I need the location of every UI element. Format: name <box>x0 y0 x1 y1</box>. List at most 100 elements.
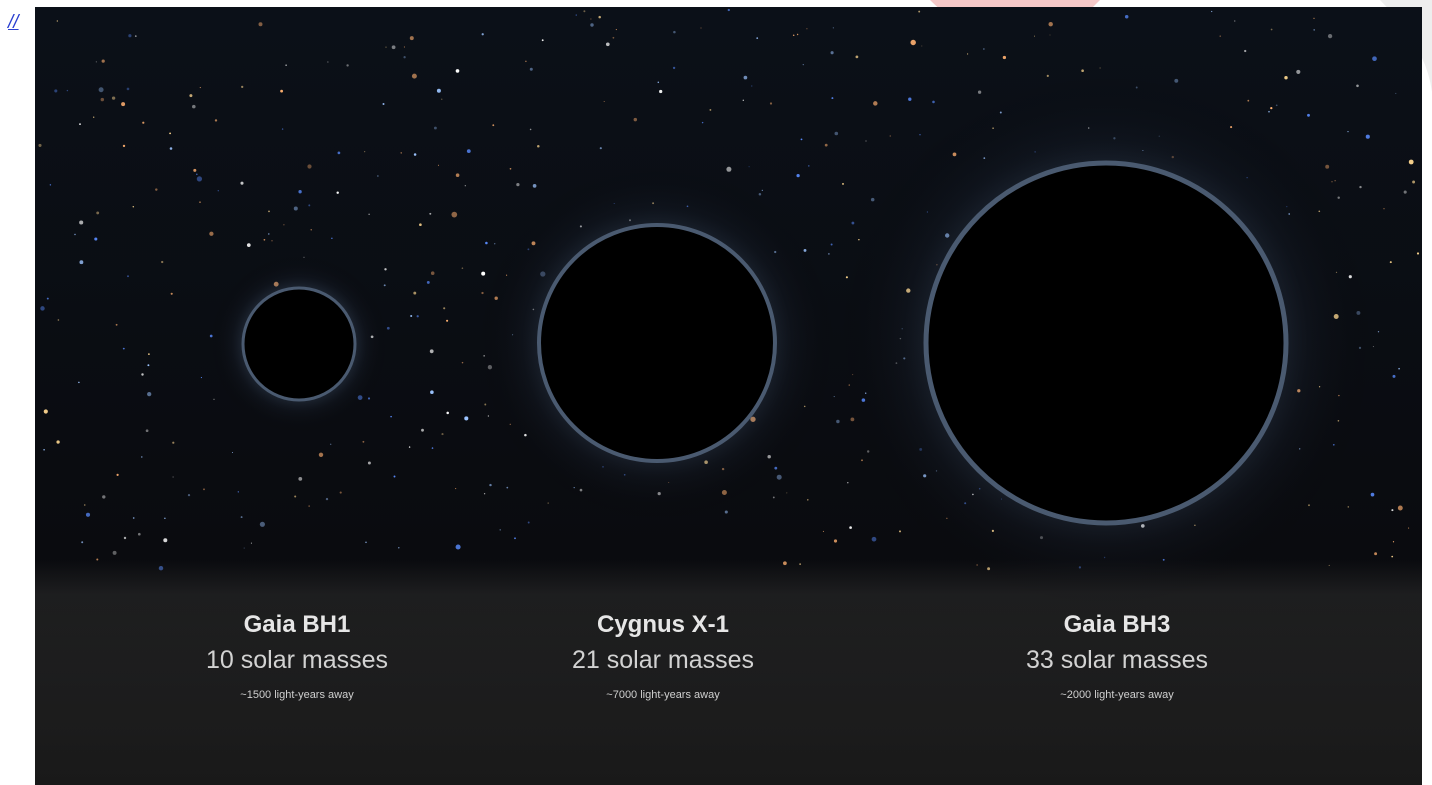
star <box>1356 84 1359 87</box>
black-hole-distance: ~1500 light-years away <box>240 689 354 701</box>
star <box>1047 75 1049 77</box>
star <box>364 151 365 152</box>
star <box>441 433 443 435</box>
star <box>282 128 283 129</box>
star <box>590 18 591 19</box>
star <box>430 390 434 394</box>
star <box>437 89 441 93</box>
star <box>56 440 59 443</box>
black-hole-distance: ~2000 light-years away <box>1060 689 1174 701</box>
star <box>431 271 435 275</box>
star <box>390 416 392 418</box>
star <box>516 183 519 186</box>
star <box>547 502 548 503</box>
star <box>451 212 457 218</box>
star <box>537 145 540 148</box>
star <box>590 23 593 26</box>
star <box>247 243 251 247</box>
star <box>525 61 526 62</box>
star <box>831 97 833 99</box>
black-hole-mass: 10 solar masses <box>206 646 388 674</box>
star <box>338 152 341 155</box>
star <box>1125 15 1128 18</box>
star <box>1276 104 1278 106</box>
star <box>978 91 981 94</box>
star <box>1234 20 1235 21</box>
star <box>1247 100 1249 102</box>
star <box>1393 375 1396 378</box>
star <box>148 353 150 355</box>
star <box>268 233 269 234</box>
star <box>403 56 405 58</box>
page: Black holes {"link": {"text": "//"}, "bl… <box>0 0 1432 785</box>
star <box>446 412 449 415</box>
star <box>762 190 763 191</box>
star <box>583 10 585 12</box>
star <box>430 349 434 353</box>
star <box>197 176 202 181</box>
star <box>576 15 577 16</box>
star <box>726 167 731 172</box>
star <box>866 141 867 142</box>
black-hole-distance: ~7000 light-years away <box>606 689 720 701</box>
star <box>1307 114 1310 117</box>
star <box>1337 196 1339 198</box>
link[interactable]: // <box>8 12 19 34</box>
star <box>173 476 174 477</box>
star <box>849 526 852 529</box>
star <box>456 173 460 177</box>
star <box>481 292 483 294</box>
star <box>673 31 676 34</box>
star <box>1003 56 1006 59</box>
star <box>1348 506 1350 508</box>
star <box>446 320 448 322</box>
star <box>330 444 331 445</box>
star <box>410 315 412 317</box>
star <box>141 456 142 457</box>
star <box>616 29 617 30</box>
star <box>50 184 51 185</box>
star <box>86 513 90 517</box>
star <box>377 175 378 176</box>
star <box>147 392 151 396</box>
star <box>528 522 530 524</box>
star <box>921 46 922 47</box>
star <box>113 551 117 555</box>
star <box>116 474 118 476</box>
star <box>1371 493 1375 497</box>
star <box>401 152 402 153</box>
star <box>967 53 968 54</box>
star <box>79 123 81 125</box>
star <box>172 442 174 444</box>
star <box>410 36 414 40</box>
star <box>709 109 711 111</box>
event-horizon <box>243 288 355 400</box>
star <box>484 493 485 494</box>
star <box>96 61 97 62</box>
black-hole-mass: 33 solar masses <box>1026 646 1208 674</box>
star <box>908 98 911 101</box>
star <box>285 65 286 66</box>
star <box>271 240 272 241</box>
star <box>489 484 491 486</box>
star <box>1398 506 1403 511</box>
star <box>1383 208 1384 209</box>
star <box>319 453 323 457</box>
star <box>1328 34 1332 38</box>
star <box>79 220 83 224</box>
star <box>294 206 298 210</box>
star <box>786 492 787 493</box>
star <box>163 538 167 542</box>
star <box>1395 93 1396 94</box>
star <box>700 27 701 28</box>
star <box>1391 509 1393 511</box>
star <box>1313 18 1314 19</box>
body: Gaia BH1 10 solar masses ~1500 light-yea… <box>0 0 1432 785</box>
black-hole <box>836 73 1376 613</box>
star <box>1244 50 1246 52</box>
star <box>847 482 848 483</box>
star <box>94 237 97 240</box>
star <box>481 272 485 276</box>
star <box>123 145 125 147</box>
star <box>241 516 243 518</box>
